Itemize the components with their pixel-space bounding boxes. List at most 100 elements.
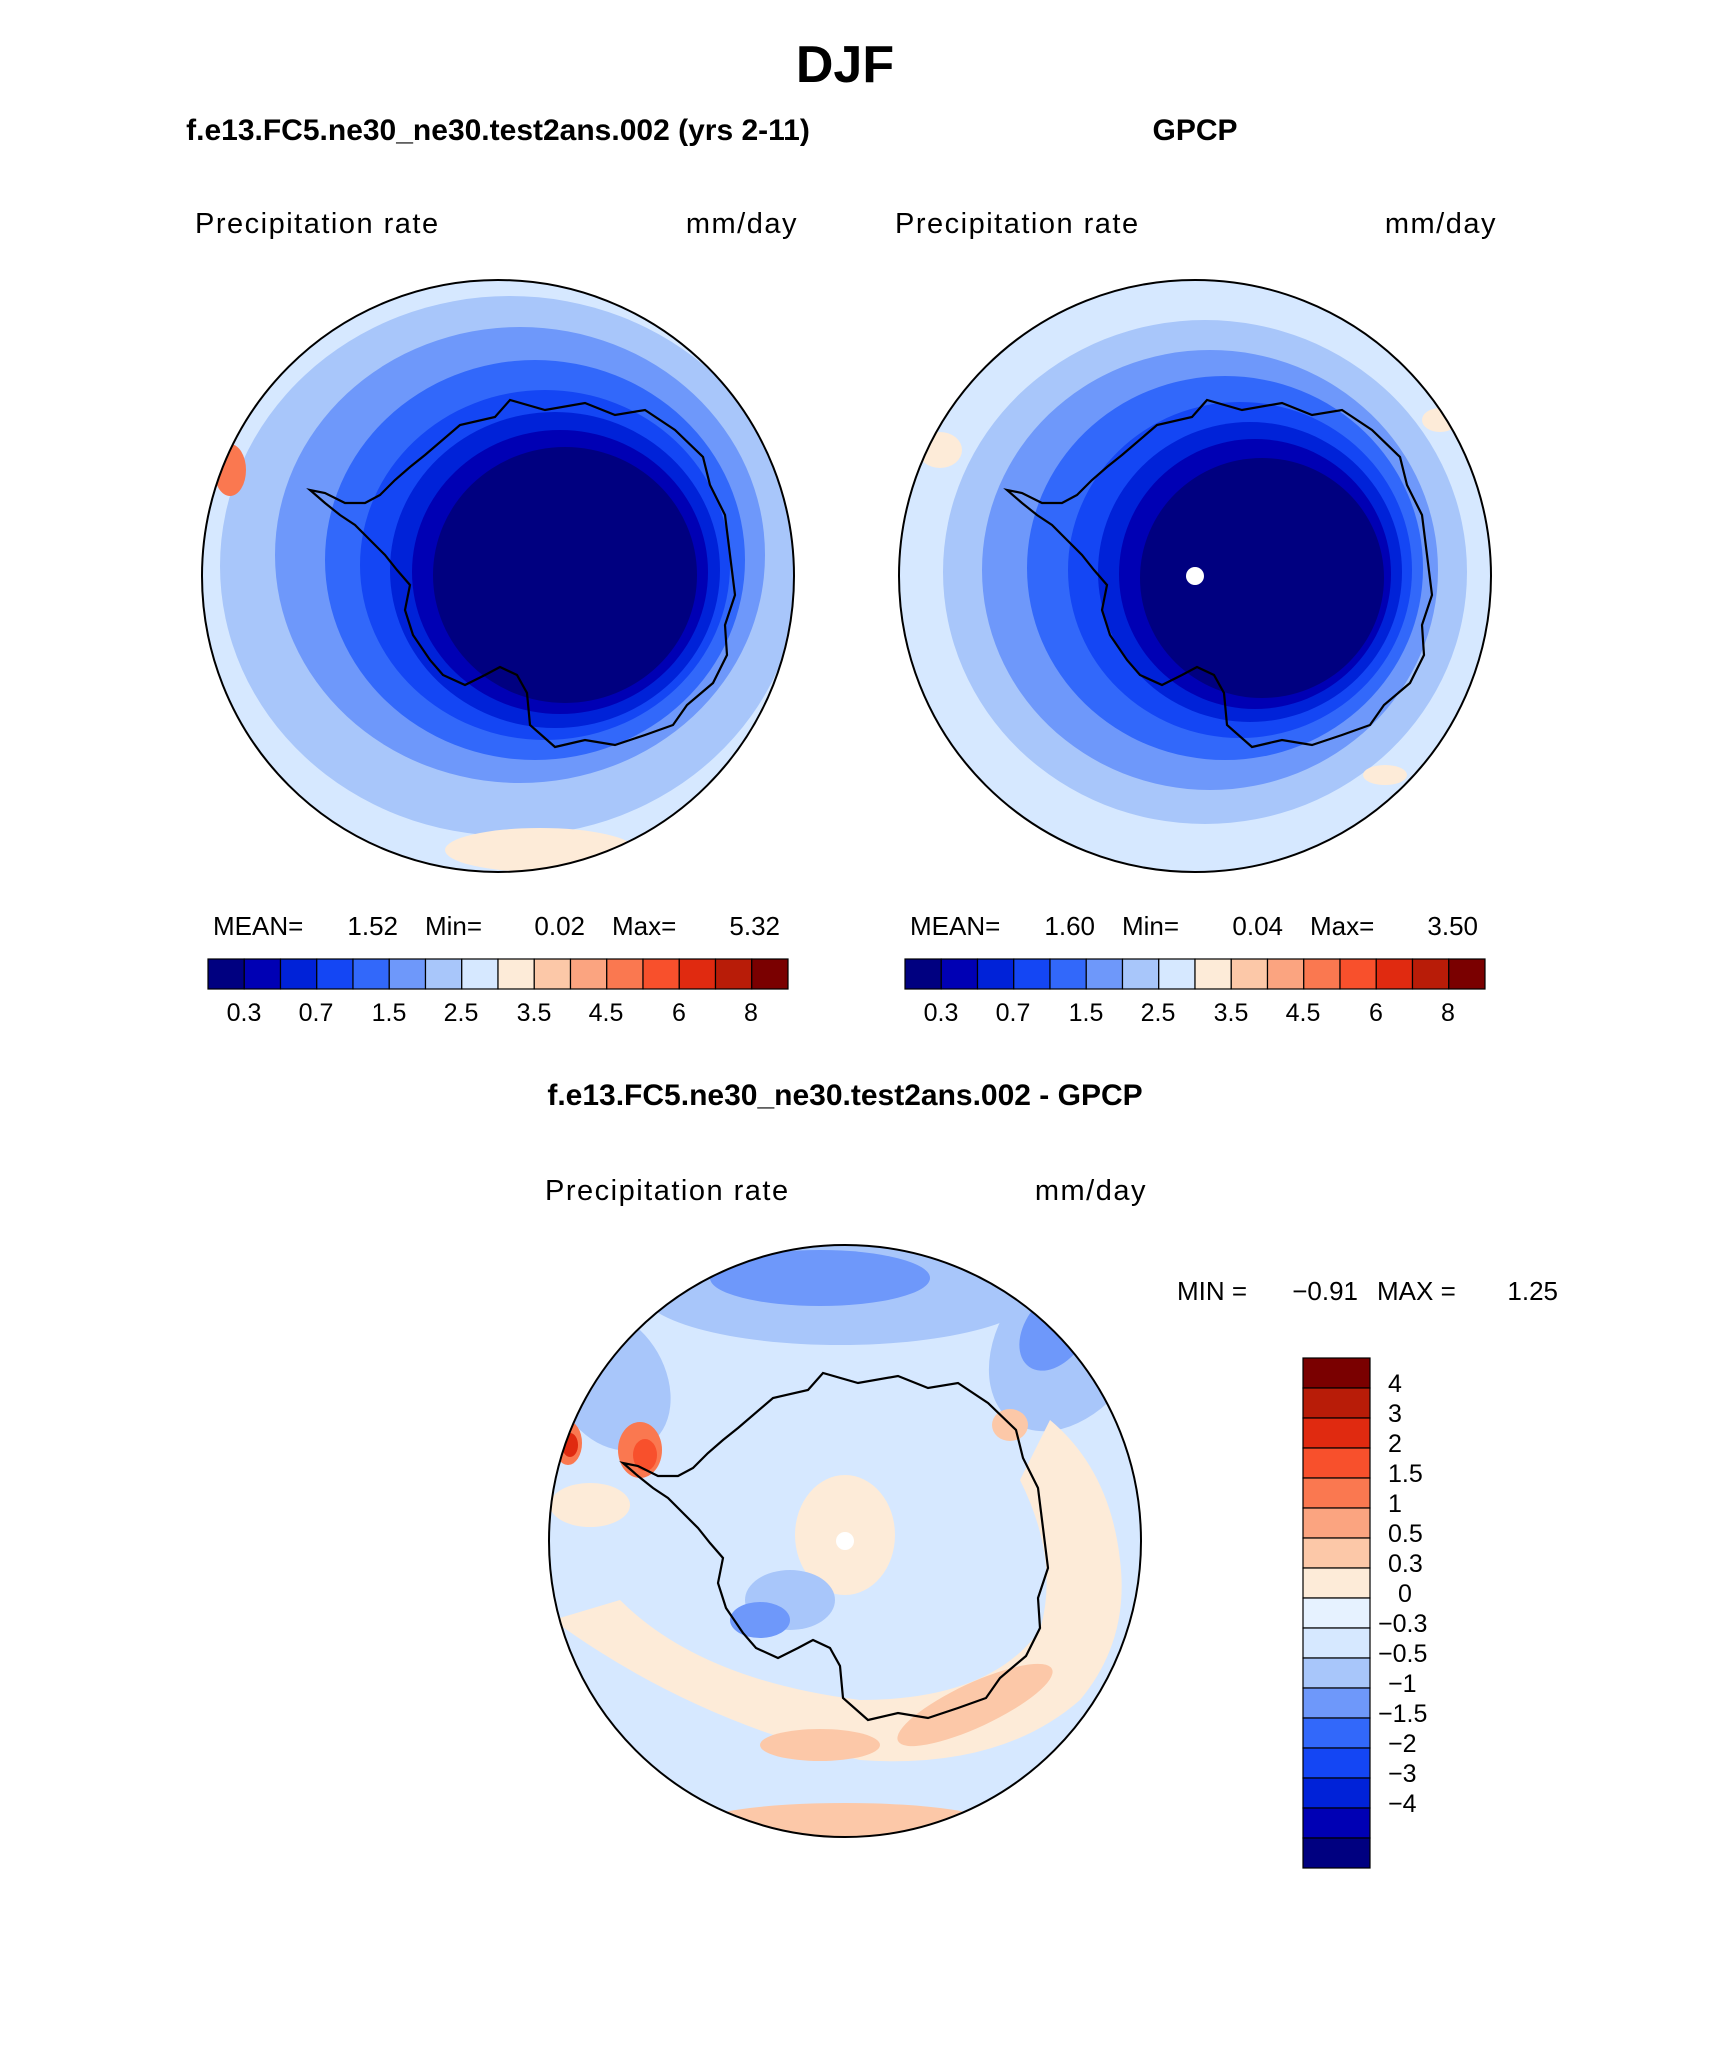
colorbar-swatch <box>1302 1507 1371 1539</box>
colorbar-label: 1 <box>1388 1490 1402 1518</box>
colorbar-swatch <box>940 958 979 990</box>
colorbar-swatch <box>642 958 680 990</box>
colorbar-swatch <box>207 958 245 990</box>
panel-obs-units: mm/day <box>1385 208 1497 240</box>
colorbar-label: −0.5 <box>1378 1640 1427 1668</box>
colorbar-swatch <box>1302 1657 1371 1689</box>
colorbar-swatch <box>976 958 1015 990</box>
colorbar-swatch <box>1158 958 1196 990</box>
panel-model-title: f.e13.FC5.ne30_ne30.test2ans.002 (yrs 2-… <box>186 114 810 147</box>
colorbar-label: −1.5 <box>1378 1700 1427 1728</box>
colorbar-label: 4.5 <box>1286 999 1321 1027</box>
colorbar-swatch <box>1085 958 1124 990</box>
colorbar-swatch <box>606 958 644 990</box>
colorbar-label: −4 <box>1388 1790 1417 1818</box>
panel-diff: f.e13.FC5.ne30_ne30.test2ans.002 - GPCP … <box>545 1079 1558 1869</box>
panel-diff-stats: MIN = −0.91 MAX = 1.25 <box>1177 1276 1558 1306</box>
colorbar-label: 8 <box>744 999 758 1027</box>
colorbar-label: 8 <box>1441 999 1455 1027</box>
colorbar-swatch <box>243 958 282 990</box>
panel-model-colorbar-labels: 0.3 0.7 1.5 2.5 3.5 4.5 6 8 <box>227 999 758 1027</box>
colorbar-label: 4 <box>1388 1370 1402 1398</box>
colorbar-label: 2 <box>1388 1430 1402 1458</box>
colorbar-label: −2 <box>1388 1730 1417 1758</box>
panel-diff-title: f.e13.FC5.ne30_ne30.test2ans.002 - GPCP <box>547 1079 1142 1112</box>
colorbar-label: 0.3 <box>1388 1550 1423 1578</box>
colorbar-label: 0.3 <box>227 999 262 1027</box>
colorbar-swatch <box>352 958 390 990</box>
panel-diff-map-border <box>548 1244 1142 1838</box>
colorbar-swatch <box>1302 1747 1371 1779</box>
colorbar-swatch <box>279 958 318 990</box>
colorbar-label: 3 <box>1388 1400 1402 1428</box>
panel-model-mean-label: MEAN= <box>213 911 303 941</box>
colorbar-label: 0.3 <box>924 999 959 1027</box>
colorbar-swatch <box>316 958 354 990</box>
colorbar-swatch <box>569 958 608 990</box>
colorbar-swatch <box>1302 1717 1371 1749</box>
colorbar-swatch <box>1302 1447 1371 1479</box>
panel-model-variable: Precipitation rate <box>195 208 440 240</box>
panel-obs-title: GPCP <box>1152 114 1237 147</box>
panel-model-max-label: Max= <box>612 911 676 941</box>
colorbar-swatch <box>751 958 789 990</box>
colorbar-swatch <box>1013 958 1051 990</box>
colorbar-label: 1.5 <box>1069 999 1104 1027</box>
colorbar-swatch <box>1302 1807 1371 1839</box>
panel-obs-stats: MEAN= 1.60 Min= 0.04 Max= 3.50 <box>910 911 1478 941</box>
colorbar-label: 0.7 <box>299 999 334 1027</box>
panel-model-units: mm/day <box>686 208 798 240</box>
panel-diff-max-label: MAX = <box>1377 1276 1456 1306</box>
colorbar-swatch <box>1302 1357 1371 1389</box>
colorbar-swatch <box>678 958 717 990</box>
panel-obs-map-border <box>898 279 1492 873</box>
panel-model-min-label: Min= <box>425 911 482 941</box>
panel-obs-colorbar-labels: 0.3 0.7 1.5 2.5 3.5 4.5 6 8 <box>924 999 1455 1027</box>
panel-obs: GPCP Precipitation rate mm/day ME <box>895 114 1497 1027</box>
panel-diff-max-value: 1.25 <box>1507 1276 1558 1306</box>
colorbar-swatch <box>1302 1387 1371 1419</box>
colorbar-swatch <box>904 958 942 990</box>
colorbar-label: 0.5 <box>1388 1520 1423 1548</box>
colorbar-swatch <box>1302 1417 1371 1449</box>
panel-diff-min-label: MIN = <box>1177 1276 1247 1306</box>
colorbar-swatch <box>1194 958 1232 990</box>
colorbar-swatch <box>1121 958 1160 990</box>
colorbar-swatch <box>461 958 499 990</box>
colorbar-label: −3 <box>1388 1760 1417 1788</box>
colorbar-swatch <box>1302 1837 1371 1869</box>
panel-obs-colorbar <box>904 958 1486 990</box>
panel-model-mean-value: 1.52 <box>347 911 398 941</box>
panel-obs-mean-value: 1.60 <box>1044 911 1095 941</box>
panel-model-stats: MEAN= 1.52 Min= 0.02 Max= 5.32 <box>213 911 780 941</box>
colorbar-swatch <box>388 958 427 990</box>
panel-obs-min-value: 0.04 <box>1232 911 1283 941</box>
panel-model-min-value: 0.02 <box>534 911 585 941</box>
colorbar-swatch <box>1302 1687 1371 1719</box>
colorbar-swatch <box>1266 958 1305 990</box>
panel-diff-min-value: −0.91 <box>1292 1276 1358 1306</box>
colorbar-swatch <box>1448 958 1486 990</box>
panel-model: f.e13.FC5.ne30_ne30.test2ans.002 (yrs 2-… <box>186 114 810 1027</box>
colorbar-swatch <box>1302 1627 1371 1659</box>
panel-obs-min-label: Min= <box>1122 911 1179 941</box>
colorbar-swatch <box>1375 958 1414 990</box>
colorbar-label: 1.5 <box>1388 1460 1423 1488</box>
season-title: DJF <box>796 36 894 94</box>
colorbar-swatch <box>424 958 463 990</box>
colorbar-swatch <box>1303 958 1341 990</box>
panel-obs-mean-label: MEAN= <box>910 911 1000 941</box>
colorbar-label: 1.5 <box>372 999 407 1027</box>
colorbar-label: 6 <box>672 999 686 1027</box>
colorbar-label: 0.7 <box>996 999 1031 1027</box>
colorbar-label: 4.5 <box>589 999 624 1027</box>
panel-obs-variable: Precipitation rate <box>895 208 1140 240</box>
colorbar-swatch <box>1302 1477 1371 1509</box>
panel-diff-map <box>548 1244 1142 1838</box>
panel-diff-units: mm/day <box>1035 1175 1147 1207</box>
colorbar-label: 2.5 <box>1141 999 1176 1027</box>
colorbar-swatch <box>533 958 572 990</box>
colorbar-label: 3.5 <box>517 999 552 1027</box>
colorbar-swatch <box>1302 1777 1371 1809</box>
